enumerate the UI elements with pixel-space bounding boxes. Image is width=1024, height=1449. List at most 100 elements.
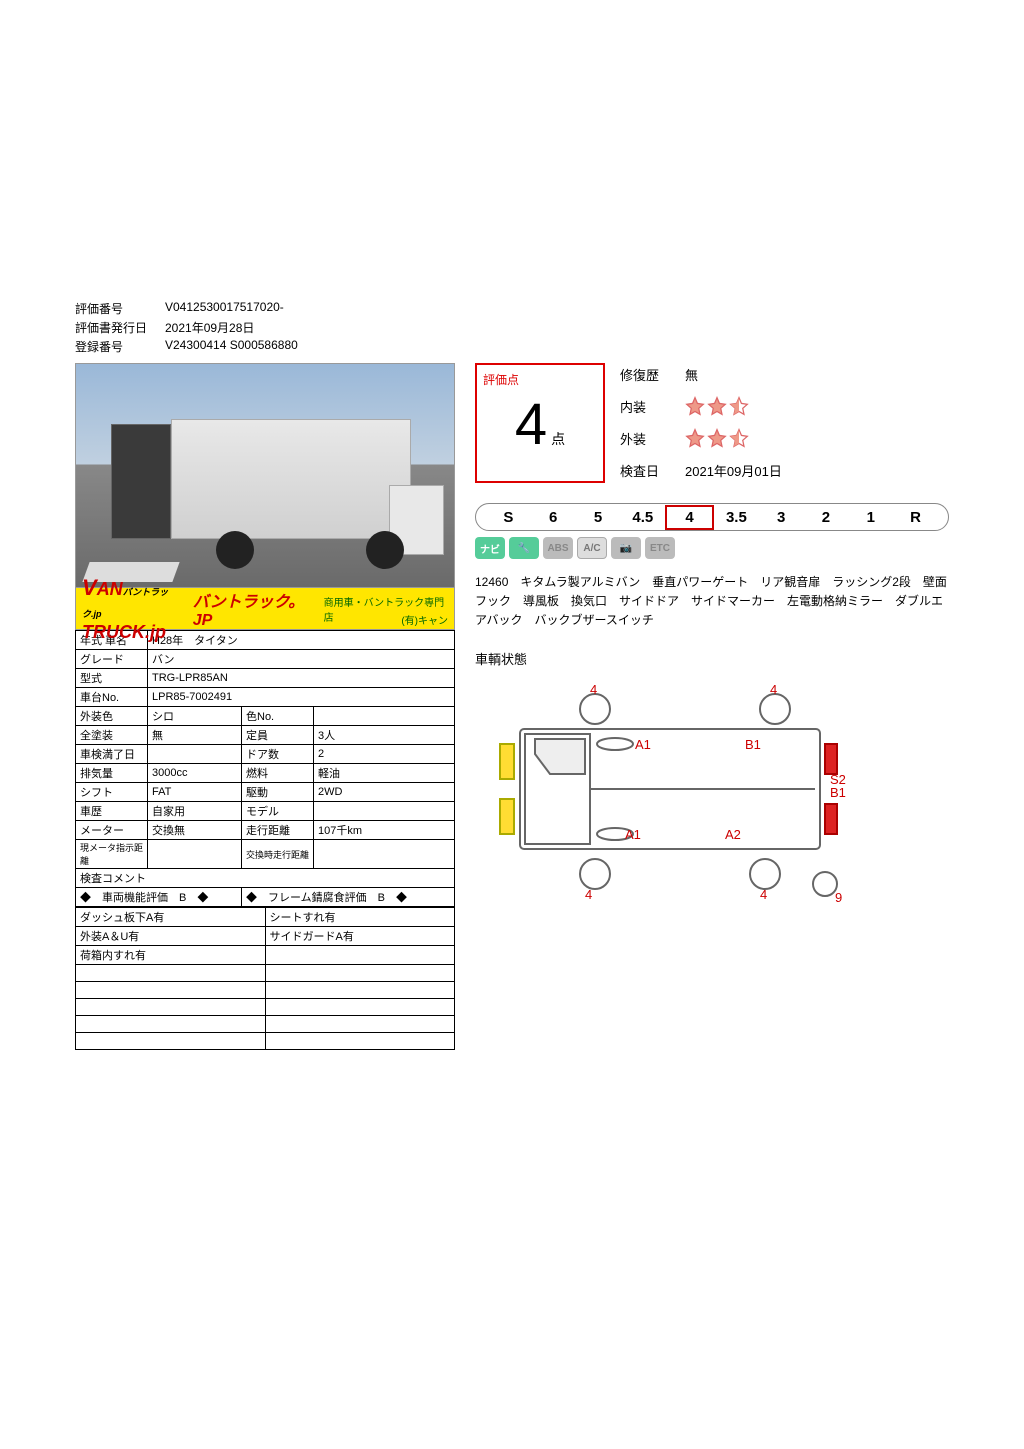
comment-cell: 荷箱内すれ有	[76, 946, 266, 965]
exterior-stars	[685, 428, 749, 448]
spec-label: 外装色	[76, 707, 148, 726]
spec-label: 定員	[242, 726, 314, 745]
score-label: 評価点	[483, 371, 597, 388]
star-icon	[707, 396, 727, 416]
mark-num: 4	[590, 682, 597, 697]
scale-item: R	[893, 507, 938, 528]
spec-label: ドア数	[242, 745, 314, 764]
feature-badge: A/C	[577, 537, 607, 559]
spec-label: 駆動	[242, 783, 314, 802]
inspect-date: 2021年09月01日	[685, 461, 782, 480]
reg-no: V24300414 S000586880	[165, 338, 298, 355]
comment-cell	[76, 965, 266, 982]
mark-num: 9	[835, 890, 842, 904]
spec-value: 2WD	[314, 783, 455, 802]
spec-value: バン	[148, 650, 455, 669]
spec-value: H28年 タイタン	[148, 631, 455, 650]
comment-rows: ダッシュ板下A有シートすれ有外装A＆U有サイドガードA有荷箱内すれ有	[75, 907, 455, 1050]
mark-a1b: A1	[625, 827, 641, 842]
logo-tag: (有)キャン	[401, 612, 448, 627]
comment-cell	[265, 1033, 455, 1050]
spec-label: 色No.	[242, 707, 314, 726]
spec-label: 車検満了日	[76, 745, 148, 764]
issue-date-label: 評価書発行日	[75, 319, 165, 336]
spec-table: 年式 車名H28年 タイタン グレードバン 型式TRG-LPR85AN 車台No…	[75, 630, 455, 907]
header-info: 評価番号 V0412530017517020- 評価書発行日 2021年09月2…	[75, 300, 949, 355]
comment-cell	[265, 999, 455, 1016]
spec-value: シロ	[148, 707, 242, 726]
scale-bar: S654.543.5321R	[475, 503, 949, 531]
mark-num: 4	[770, 682, 777, 697]
scale-item: 4.5	[620, 507, 665, 528]
ratings: 修復歴 無 内装 外装 検査日 2021年09月01日	[620, 363, 949, 491]
star-icon	[685, 396, 705, 416]
spec-value: 軽油	[314, 764, 455, 783]
spec-label: シフト	[76, 783, 148, 802]
spec-label: 交換時走行距離	[242, 840, 314, 869]
spec-value	[314, 707, 455, 726]
right-column: 評価点 4点 修復歴 無 内装 外装 検査日 2021年09月01	[475, 363, 949, 1050]
comment-cell: 外装A＆U有	[76, 927, 266, 946]
spec-value: LPR85-7002491	[148, 688, 455, 707]
spec-label: 燃料	[242, 764, 314, 783]
eval-no: V0412530017517020-	[165, 300, 284, 317]
spec-value	[148, 745, 242, 764]
mark-num: 4	[585, 887, 592, 902]
comment-cell	[76, 1016, 266, 1033]
condition-label: 車輌状態	[475, 649, 949, 668]
spec-value	[314, 802, 455, 821]
spec-value: 107千km	[314, 821, 455, 840]
repair-label: 修復歴	[620, 365, 685, 384]
score-value: 4点	[483, 396, 597, 454]
repair-value: 無	[685, 365, 698, 384]
mark-num: 4	[760, 887, 767, 902]
feature-badges: ナビ🔧ABSA/C📷ETC	[475, 537, 949, 559]
interior-stars	[685, 396, 749, 416]
mark-b1r: B1	[830, 785, 846, 800]
spec-value: 3000cc	[148, 764, 242, 783]
logo-bar: VANバントラック.jpTRUCK.jp バントラック。JP 商用車・バントラッ…	[75, 588, 455, 630]
spec-value: FAT	[148, 783, 242, 802]
star-icon	[685, 428, 705, 448]
scale-item: 4	[665, 505, 714, 530]
spec-value: TRG-LPR85AN	[148, 669, 455, 688]
mark-a2: A2	[725, 827, 741, 842]
inspection-title: 検査コメント	[76, 869, 455, 888]
spec-label: モデル	[242, 802, 314, 821]
spec-label: 全塗装	[76, 726, 148, 745]
score-frame: 評価点 4点	[475, 363, 605, 483]
score-box: 評価点 4点 修復歴 無 内装 外装 検査日 2021年09月01	[475, 363, 949, 491]
spec-label: 走行距離	[242, 821, 314, 840]
spec-label: 排気量	[76, 764, 148, 783]
spec-value: 3人	[314, 726, 455, 745]
spec-value	[314, 840, 455, 869]
feature-badge: 📷	[611, 537, 641, 559]
star-icon	[729, 428, 749, 448]
spec-label: グレード	[76, 650, 148, 669]
condition-diagram: A1 B1 A1 A2 S2 B1 4 4 4 4 9	[475, 674, 949, 907]
logo-brand: VANバントラック.jpTRUCK.jp	[82, 579, 168, 642]
comment-cell	[76, 999, 266, 1016]
exterior-label: 外装	[620, 429, 685, 448]
inspect-date-label: 検査日	[620, 461, 685, 480]
scale-item: 1	[848, 507, 893, 528]
feature-badge: 🔧	[509, 537, 539, 559]
feature-badge: ナビ	[475, 537, 505, 559]
star-icon	[729, 396, 749, 416]
scale-item: 6	[531, 507, 576, 528]
spec-value: 交換無	[148, 821, 242, 840]
comment-cell	[76, 982, 266, 999]
scale-item: 2	[804, 507, 849, 528]
comment-cell: ダッシュ板下A有	[76, 908, 266, 927]
spec-label: 車台No.	[76, 688, 148, 707]
comment-cell	[76, 1033, 266, 1050]
comment-cell: シートすれ有	[265, 908, 455, 927]
mark-a1: A1	[635, 737, 651, 752]
scale-item: 3.5	[714, 507, 759, 528]
spec-label: 現メータ指示距離	[76, 840, 148, 869]
spec-label: 車歴	[76, 802, 148, 821]
star-icon	[707, 428, 727, 448]
spec-value	[148, 840, 242, 869]
interior-label: 内装	[620, 397, 685, 416]
logo-jp: バントラック。JP	[193, 588, 318, 630]
